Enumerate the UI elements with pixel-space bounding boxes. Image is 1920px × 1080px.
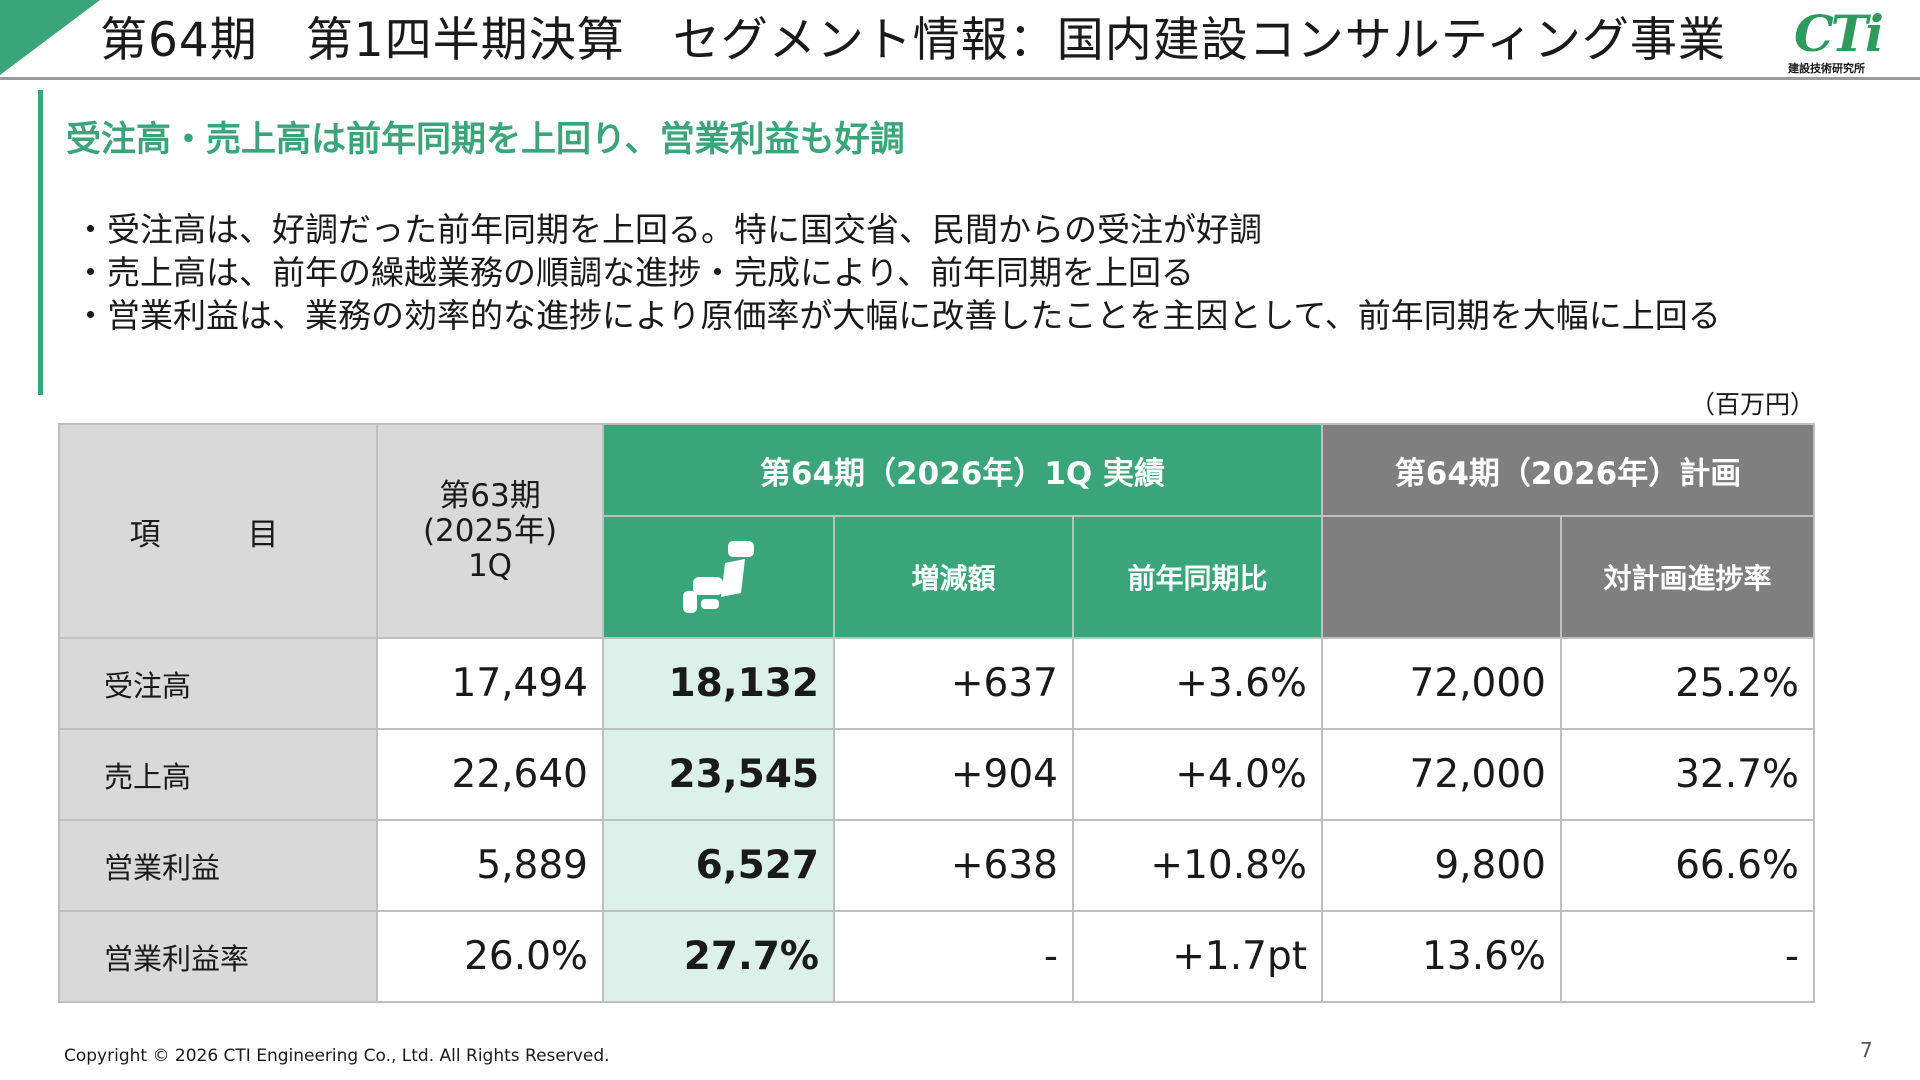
row-label: 受注高: [58, 637, 378, 730]
prev-value: 5,889: [376, 819, 604, 912]
yoy-value: +10.8%: [1072, 819, 1323, 912]
copyright-footer: Copyright © 2026 CTI Engineering Co., Lt…: [64, 1046, 610, 1066]
summary-bullets: ・受注高は、好調だった前年同期を上回る。特に国交省、民間からの受注が好調 ・売上…: [74, 208, 1721, 337]
item-header: 項 目: [58, 423, 378, 639]
section-headline: 受注高・売上高は前年同期を上回り、営業利益も好調: [66, 120, 905, 160]
progress-header: 対計画進捗率: [1560, 515, 1815, 639]
change-header: 増減額: [833, 515, 1074, 639]
section-accent-bar: [38, 90, 43, 395]
prev-header-line: 1Q: [467, 547, 513, 584]
page-title: 第64期 第1四半期決算 セグメント情報：国内建設コンサルティング事業: [100, 13, 1726, 68]
change-value: +637: [833, 637, 1074, 730]
row-label: 売上高: [58, 728, 378, 821]
table-row: 受注高 17,494 18,132 +637 +3.6% 72,000 25.2…: [58, 637, 1815, 730]
logo-subtitle: 建設技術研究所: [1788, 62, 1865, 75]
actual-value: 23,545: [602, 728, 835, 821]
plan-value: 13.6%: [1321, 910, 1562, 1003]
plan-value: 72,000: [1321, 728, 1562, 821]
plan-value-header: [1321, 515, 1562, 639]
seat-icon-cell: [602, 515, 835, 639]
yoy-header: 前年同期比: [1072, 515, 1323, 639]
table-row: 営業利益率 26.0% 27.7% - +1.7pt 13.6% -: [58, 910, 1815, 1003]
logo-mark: CTi: [1794, 4, 1884, 63]
yoy-value: +3.6%: [1072, 637, 1323, 730]
yoy-value: +4.0%: [1072, 728, 1323, 821]
change-value: +904: [833, 728, 1074, 821]
company-logo: CTi 建設技術研究所: [1788, 6, 1900, 78]
progress-value: -: [1560, 910, 1815, 1003]
row-label: 営業利益率: [58, 910, 378, 1003]
bullet-item: ・受注高は、好調だった前年同期を上回る。特に国交省、民間からの受注が好調: [74, 210, 1262, 249]
bullet-item: ・営業利益は、業務の効率的な進捗により原価率が大幅に改善したことを主因として、前…: [74, 296, 1721, 335]
prev-header-line: (2025年): [422, 512, 558, 549]
progress-value: 25.2%: [1560, 637, 1815, 730]
yoy-value: +1.7pt: [1072, 910, 1323, 1003]
bullet-item: ・売上高は、前年の繰越業務の順調な進捗・完成により、前年同期を上回る: [74, 253, 1195, 292]
plan-value: 9,800: [1321, 819, 1562, 912]
actual-header: 第64期（2026年）1Q 実績: [602, 423, 1323, 517]
seat-icon: [682, 541, 754, 613]
prev-header-line: 第63期: [439, 477, 541, 514]
progress-value: 66.6%: [1560, 819, 1815, 912]
corner-accent: [0, 0, 100, 75]
change-value: -: [833, 910, 1074, 1003]
plan-header: 第64期（2026年）計画: [1321, 423, 1815, 517]
row-label: 営業利益: [58, 819, 378, 912]
prev-period-header: 第63期 (2025年) 1Q: [376, 423, 604, 639]
prev-value: 26.0%: [376, 910, 604, 1003]
progress-value: 32.7%: [1560, 728, 1815, 821]
unit-label: （百万円）: [1690, 390, 1816, 419]
actual-value: 6,527: [602, 819, 835, 912]
segment-results-table: 項 目 第63期 (2025年) 1Q 第64期（2026年）1Q 実績 第64…: [58, 423, 1815, 1003]
actual-value: 18,132: [602, 637, 835, 730]
prev-value: 17,494: [376, 637, 604, 730]
title-divider: [0, 77, 1920, 80]
table-row: 売上高 22,640 23,545 +904 +4.0% 72,000 32.7…: [58, 728, 1815, 821]
prev-value: 22,640: [376, 728, 604, 821]
table-row: 営業利益 5,889 6,527 +638 +10.8% 9,800 66.6%: [58, 819, 1815, 912]
change-value: +638: [833, 819, 1074, 912]
plan-value: 72,000: [1321, 637, 1562, 730]
page-number: 7: [1860, 1038, 1873, 1062]
actual-value: 27.7%: [602, 910, 835, 1003]
